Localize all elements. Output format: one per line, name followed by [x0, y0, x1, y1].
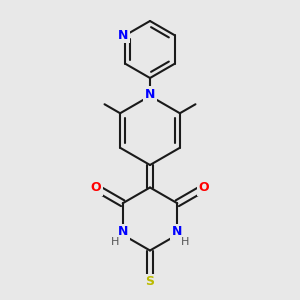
Text: S: S — [146, 275, 154, 288]
Text: H: H — [181, 237, 189, 247]
Text: N: N — [118, 29, 128, 42]
Text: H: H — [111, 237, 119, 247]
Text: O: O — [91, 181, 101, 194]
Text: O: O — [199, 181, 209, 194]
Text: N: N — [118, 225, 128, 238]
Text: N: N — [172, 225, 182, 238]
Text: N: N — [145, 88, 155, 101]
